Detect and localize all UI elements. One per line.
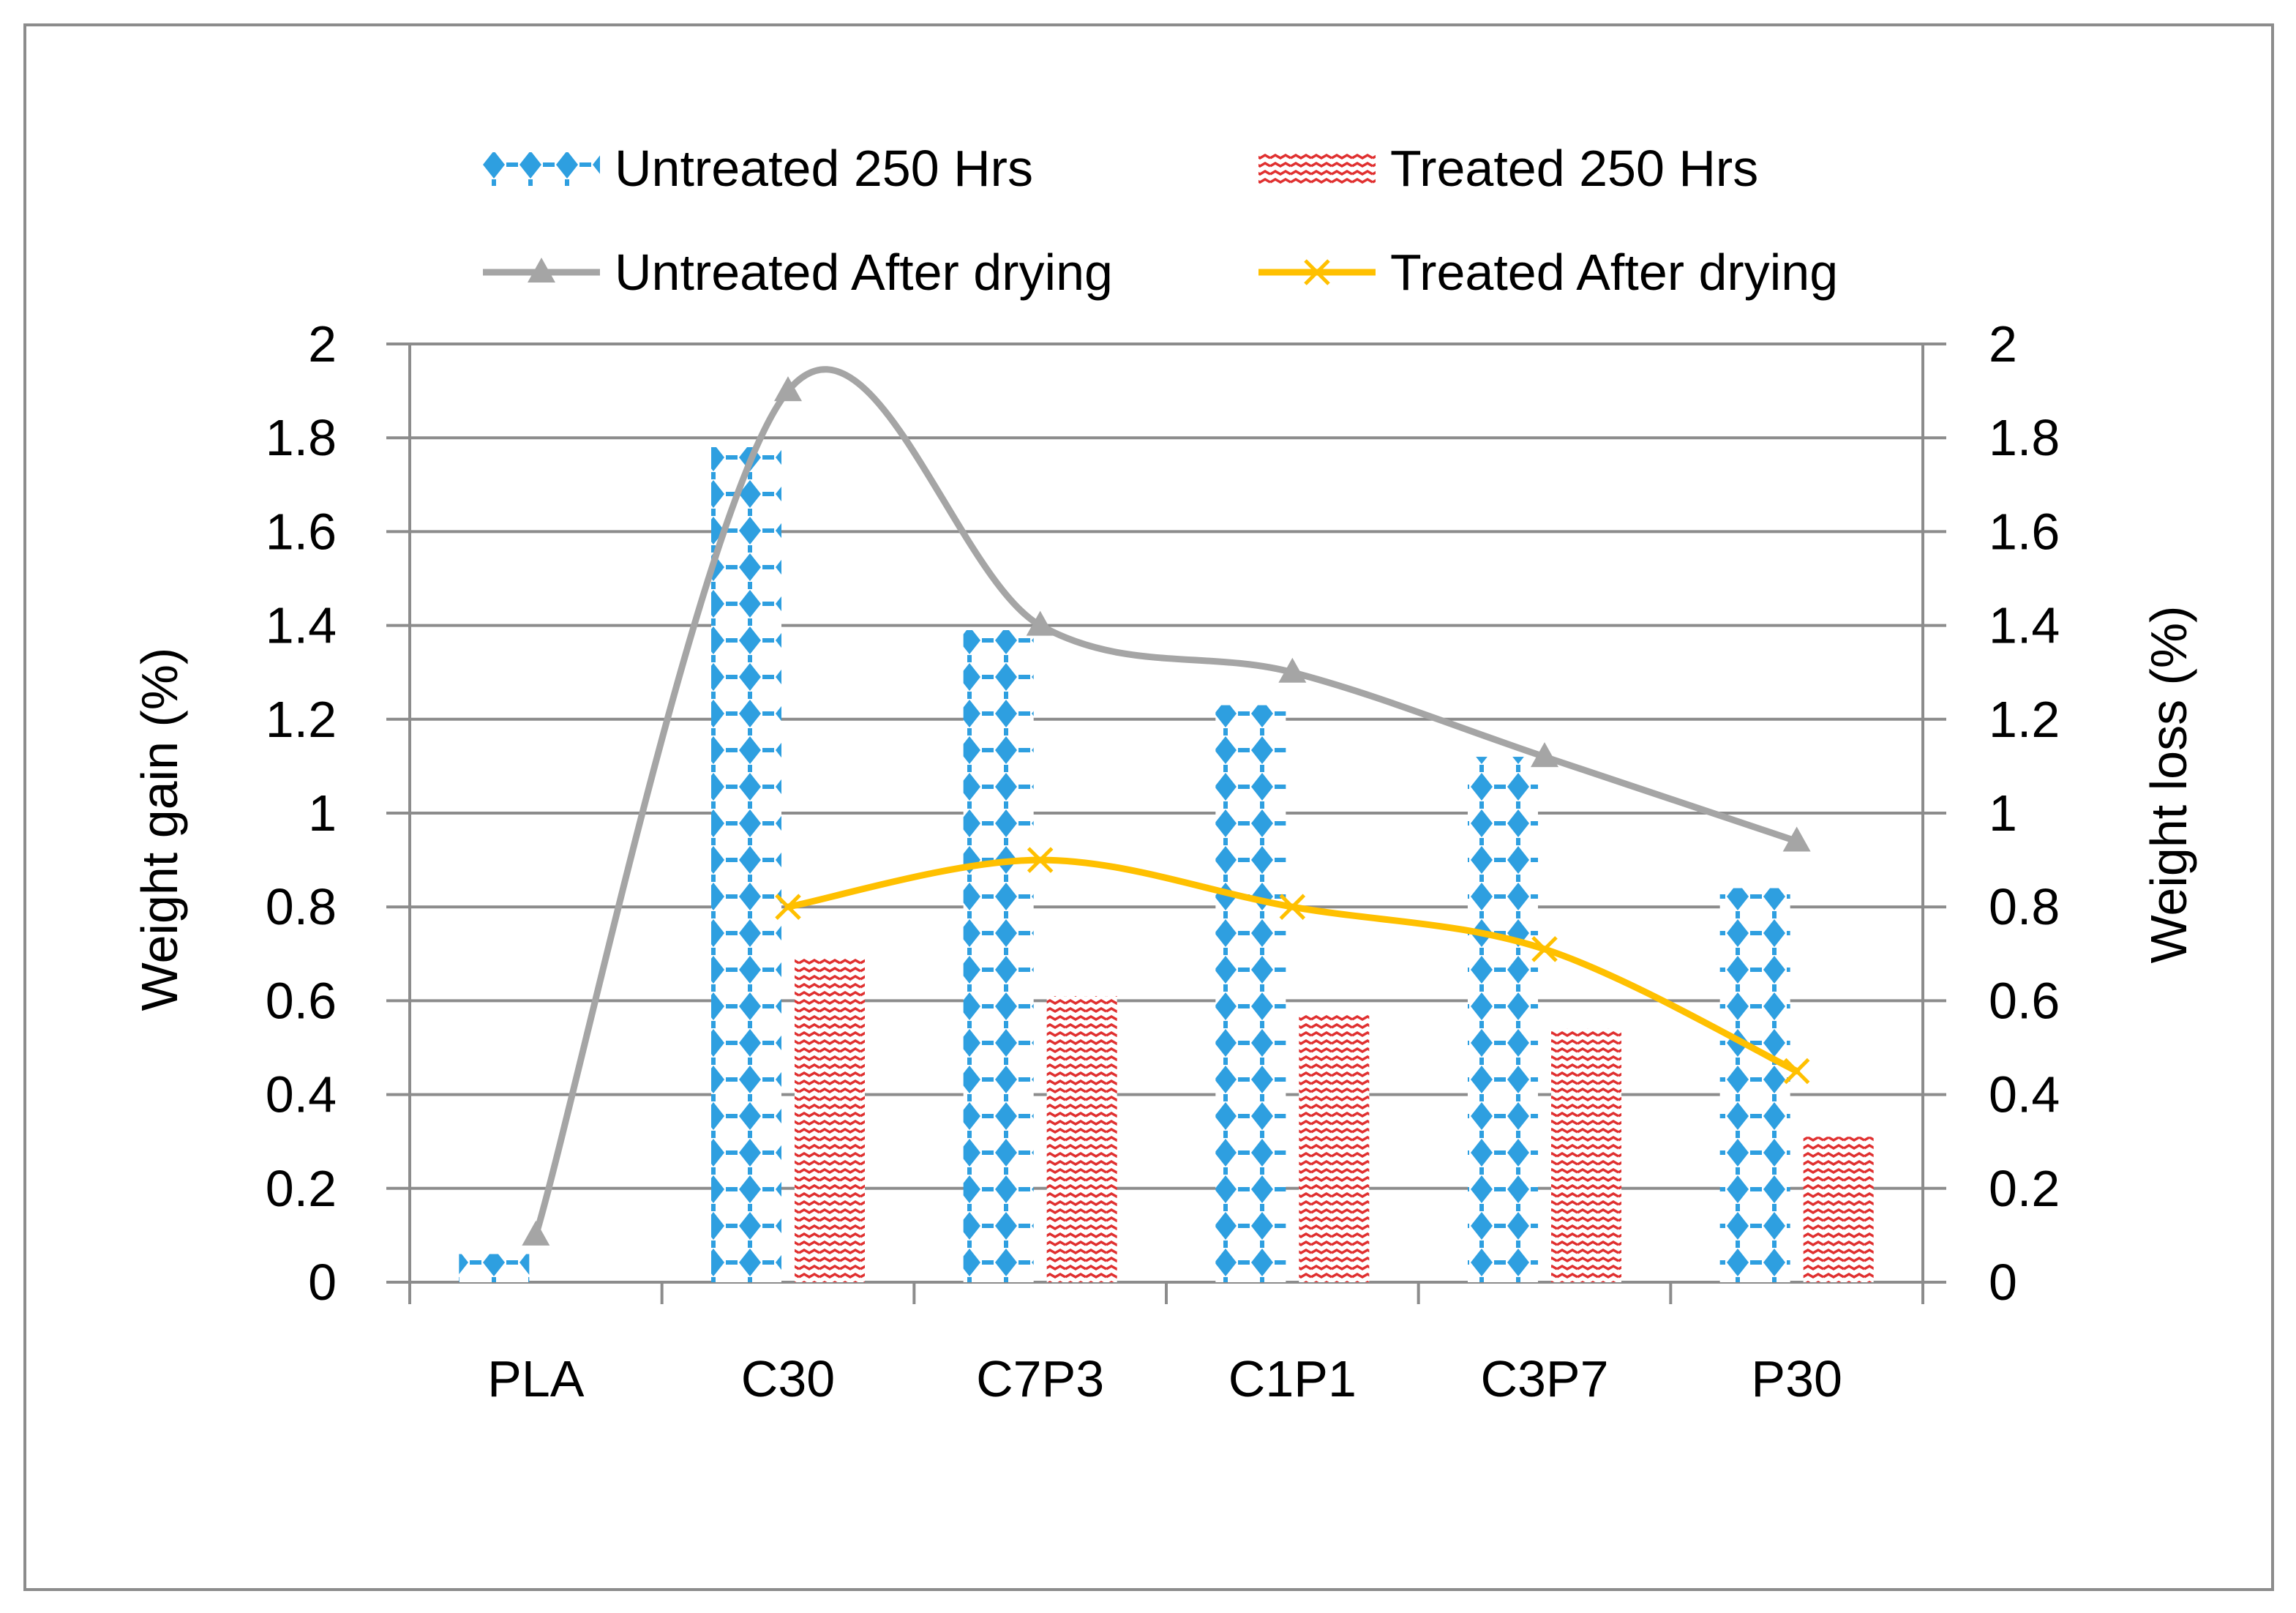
point-triangle bbox=[1531, 742, 1558, 768]
legend-label: Untreated After drying bbox=[615, 244, 1113, 301]
legend-swatch bbox=[483, 152, 600, 186]
axes bbox=[386, 343, 1946, 1304]
category-label: P30 bbox=[1751, 1350, 1842, 1407]
left-tick-label: 1.4 bbox=[266, 597, 337, 654]
category-label: PLA bbox=[487, 1350, 585, 1407]
category-label: C30 bbox=[741, 1350, 835, 1407]
left-tick-label: 0.8 bbox=[266, 878, 337, 935]
left-tick-label: 1.2 bbox=[266, 691, 337, 748]
left-tick-label: 1.8 bbox=[266, 409, 337, 466]
legend-item: Treated 250 Hrs bbox=[1258, 140, 1758, 197]
legend-label: Untreated 250 Hrs bbox=[615, 140, 1033, 197]
point-x bbox=[1279, 894, 1306, 920]
point-x bbox=[775, 894, 801, 920]
bar-wave bbox=[1299, 1014, 1370, 1282]
bars-layer bbox=[459, 447, 1874, 1282]
point-x bbox=[1027, 847, 1054, 873]
right-tick-label: 1.4 bbox=[1989, 597, 2060, 654]
left-tick-label: 1.6 bbox=[266, 503, 337, 560]
bar-diamond bbox=[711, 447, 781, 1282]
category-label: C7P3 bbox=[976, 1350, 1104, 1407]
bar-wave bbox=[1803, 1137, 1874, 1282]
bar-diamond bbox=[1719, 888, 1790, 1282]
left-axis-title: Weight gain (%) bbox=[131, 648, 188, 1011]
right-tick-label: 0.4 bbox=[1989, 1066, 2060, 1123]
point-x bbox=[1304, 259, 1330, 285]
legend: Untreated 250 Hrs Treated 250 Hrs Untreate… bbox=[483, 140, 1838, 301]
point-triangle bbox=[522, 1220, 550, 1246]
legend-label: Treated After drying bbox=[1390, 244, 1838, 301]
right-tick-label: 0.8 bbox=[1989, 878, 2060, 935]
legend-item: Untreated After drying bbox=[483, 244, 1113, 301]
right-axis-title: Weight loss (%) bbox=[2140, 606, 2197, 964]
right-tick-label: 0.2 bbox=[1989, 1160, 2060, 1217]
category-label: C3P7 bbox=[1480, 1350, 1608, 1407]
right-axis-tick-labels: 0 0.2 0.4 0.6 0.8 1 1.2 1.4 1.6 1.8 2 bbox=[1989, 315, 2060, 1311]
right-tick-label: 2 bbox=[1989, 315, 2017, 373]
category-labels: PLA C30 C7P3 C1P1 C3P7 P30 bbox=[487, 1350, 1842, 1407]
right-tick-label: 1.8 bbox=[1989, 409, 2060, 466]
left-tick-label: 2 bbox=[308, 315, 337, 373]
point-triangle bbox=[1278, 657, 1307, 683]
bar-diamond bbox=[459, 1254, 530, 1282]
point-triangle bbox=[528, 258, 555, 282]
series-line-x bbox=[784, 856, 1801, 1075]
point-triangle bbox=[1782, 826, 1811, 852]
bar-diamond bbox=[1468, 757, 1538, 1282]
bar-wave bbox=[795, 958, 865, 1282]
point-x bbox=[1783, 1058, 1810, 1085]
left-tick-label: 1 bbox=[308, 785, 337, 842]
left-axis-tick-labels: 0 0.2 0.4 0.6 0.8 1 1.2 1.4 1.6 1.8 2 bbox=[266, 315, 337, 1311]
lines-layer bbox=[522, 366, 1811, 1246]
gridlines bbox=[410, 343, 1923, 1190]
bar-diamond bbox=[963, 630, 1034, 1282]
right-tick-label: 0 bbox=[1989, 1254, 2017, 1311]
outer-border bbox=[23, 23, 2274, 1591]
legend-swatch bbox=[1258, 152, 1376, 186]
legend-item: Untreated 250 Hrs bbox=[483, 140, 1033, 197]
left-tick-label: 0.2 bbox=[266, 1160, 337, 1217]
left-tick-label: 0 bbox=[308, 1254, 337, 1311]
category-label: C1P1 bbox=[1228, 1350, 1357, 1407]
legend-item: Treated After drying bbox=[1258, 244, 1838, 301]
legend-label: Treated 250 Hrs bbox=[1390, 140, 1758, 197]
right-tick-label: 1 bbox=[1989, 785, 2017, 842]
right-tick-label: 1.2 bbox=[1989, 691, 2060, 748]
right-tick-label: 1.6 bbox=[1989, 503, 2060, 560]
point-triangle bbox=[774, 376, 802, 402]
bar-diamond bbox=[1215, 705, 1286, 1282]
left-tick-label: 0.6 bbox=[266, 972, 337, 1029]
bar-wave bbox=[1046, 995, 1117, 1282]
left-tick-label: 0.4 bbox=[266, 1066, 337, 1123]
bar-wave bbox=[1551, 1028, 1621, 1282]
point-x bbox=[1531, 936, 1558, 962]
point-triangle bbox=[1026, 610, 1054, 636]
right-tick-label: 0.6 bbox=[1989, 972, 2060, 1029]
